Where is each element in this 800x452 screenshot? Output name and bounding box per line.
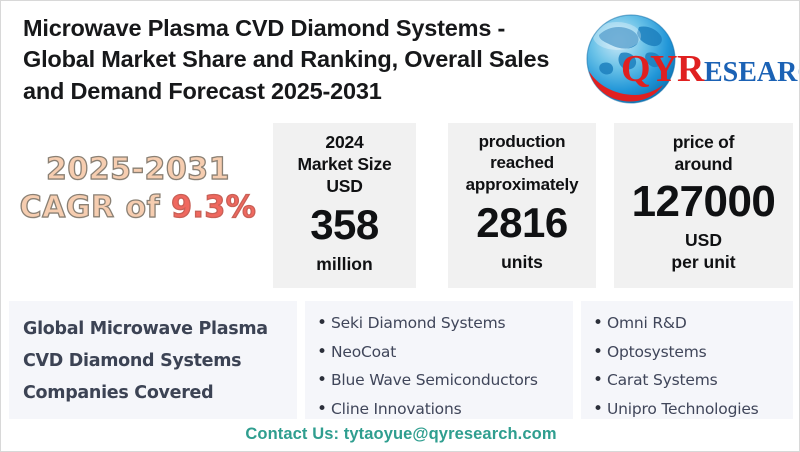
stat-label-line: Market Size — [297, 154, 392, 175]
companies-label-line: CVD Diamond Systems — [23, 351, 242, 372]
stat-label-line: 2024 — [325, 132, 364, 152]
stat-value: 358 — [310, 201, 379, 249]
list-item: Optosystems — [593, 337, 793, 368]
stat-sub: per unit — [671, 252, 736, 273]
list-item: NeoCoat — [317, 337, 573, 368]
stat-label-line: reached — [490, 153, 554, 173]
list-item: Seki Diamond Systems — [317, 308, 573, 339]
stat-label-line: approximately — [465, 174, 579, 194]
companies-label-line: Global Microwave Plasma — [23, 319, 268, 339]
cagr-block: 2025-2031 CAGR of 9.3% — [7, 151, 269, 228]
company-list: Seki Diamond Systems NeoCoat Blue Wave S… — [315, 308, 573, 425]
companies-label-line: Companies Covered — [23, 383, 214, 404]
list-item: Cline Innovations — [317, 394, 573, 425]
cagr-value: 9.3% — [171, 190, 257, 226]
stat-label-line: around — [674, 154, 733, 175]
logo-wordmark: QYRESEARCH — [621, 48, 799, 90]
company-list: Omni R&D Optosystems Carat Systems Unipr… — [591, 308, 793, 425]
list-item: Omni R&D — [593, 308, 793, 339]
cagr-value-line: CAGR of 9.3% — [7, 189, 269, 227]
cagr-period: 2025-2031 — [45, 151, 230, 187]
cagr-period-line: 2025-2031 — [7, 151, 269, 189]
stat-value: 127000 — [631, 177, 776, 227]
contact-line[interactable]: Contact Us: tytaoyue@qyresearch.com — [245, 425, 557, 443]
cagr-prefix: CAGR of — [19, 190, 172, 226]
stat-card-market-size: 2024 Market Size USD 358 million — [273, 123, 416, 288]
swoosh-icon — [589, 71, 663, 102]
logo-qyr-text: QYR — [621, 48, 704, 90]
stat-card-price: price of around 127000 USD per unit — [614, 123, 793, 288]
list-item: Blue Wave Semiconductors — [317, 365, 573, 396]
stat-label-line: production — [478, 132, 566, 151]
companies-column-1: Seki Diamond Systems NeoCoat Blue Wave S… — [305, 301, 573, 424]
header: Microwave Plasma CVD Diamond Systems - G… — [1, 1, 799, 119]
stat-card-production: production reached approximately 2816 un… — [448, 123, 596, 288]
logo-esearch-text: ESEARCH — [703, 57, 799, 88]
qyresearch-logo: QYRESEARCH — [573, 3, 799, 115]
stat-sub: units — [501, 252, 543, 273]
globe-icon — [586, 14, 676, 104]
stat-sub: million — [316, 254, 373, 275]
list-item: Carat Systems — [593, 365, 793, 396]
stat-sub: USD — [685, 230, 722, 251]
stat-label-line: USD — [326, 176, 363, 197]
list-item: Unipro Technologies — [593, 394, 793, 425]
page-title: Microwave Plasma CVD Diamond Systems - G… — [23, 15, 550, 104]
stat-label-line: price of — [672, 132, 735, 152]
stat-value: 2816 — [476, 199, 568, 247]
companies-column-2: Omni R&D Optosystems Carat Systems Unipr… — [581, 301, 793, 424]
companies-covered-label-panel: Global Microwave Plasma CVD Diamond Syst… — [9, 301, 297, 419]
